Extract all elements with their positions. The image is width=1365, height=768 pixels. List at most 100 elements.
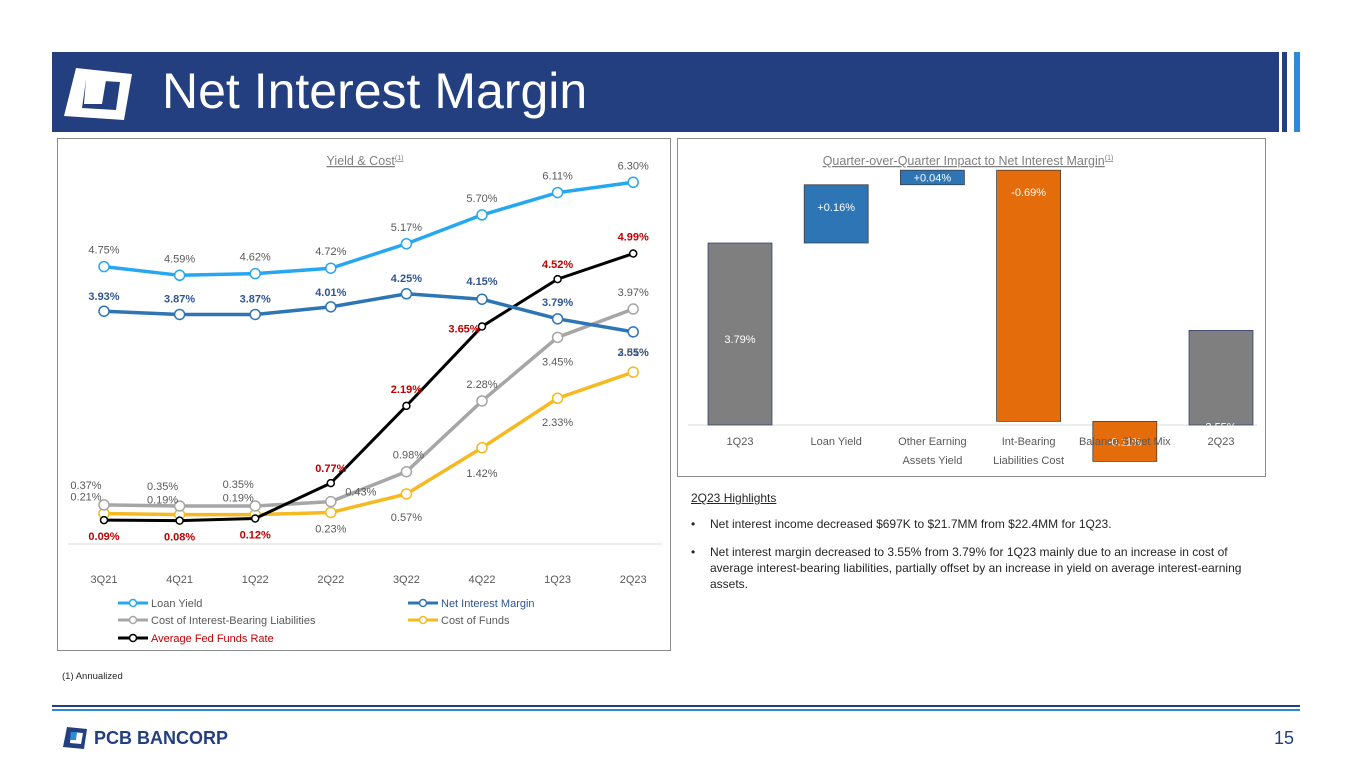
data-point (98, 305, 110, 317)
data-label: 2.19% (391, 384, 422, 396)
data-label: 6.30% (618, 160, 649, 172)
data-point (400, 465, 413, 478)
x-tick-label: 2Q22 (317, 574, 344, 586)
waterfall-bar (900, 169, 965, 186)
data-label: 3.87% (240, 293, 271, 305)
data-point (173, 500, 186, 512)
legend-label: Average Fed Funds Rate (151, 633, 274, 645)
data-label: -0.11% (1108, 436, 1142, 448)
data-point (551, 313, 564, 325)
data-label: 2.81% (618, 347, 649, 359)
data-point (173, 308, 186, 321)
data-label: 4.59% (164, 253, 195, 265)
chart-title: Yield & Cost(1) (327, 154, 404, 168)
x-tick-label: 1Q22 (242, 574, 269, 586)
data-label: 0.37% (70, 480, 101, 492)
header-stripe (1282, 52, 1287, 132)
nim-waterfall-chart: Quarter-over-Quarter Impact to Net Inter… (688, 154, 1257, 467)
data-label: +0.16% (817, 202, 855, 214)
header-bar (52, 52, 1279, 132)
x-tick-label: 1Q23 (727, 436, 754, 448)
data-label: 3.93% (88, 291, 119, 303)
data-label: +0.04% (914, 172, 952, 184)
data-point (477, 322, 487, 331)
data-label: 4.01% (315, 287, 346, 299)
data-label: 0.98% (393, 450, 424, 462)
data-label: 0.19% (223, 493, 254, 505)
highlight-item: • Net interest margin decreased to 3.55%… (691, 544, 1271, 592)
data-label: -0.69% (1011, 187, 1046, 199)
legend-marker (128, 615, 138, 625)
data-point (553, 274, 562, 284)
waterfall-bar (996, 169, 1061, 422)
legend-marker (418, 615, 428, 625)
data-point (476, 442, 488, 454)
data-label: 0.35% (147, 481, 178, 493)
data-label: 3.55% (618, 347, 649, 359)
data-point (627, 366, 639, 378)
data-point (627, 303, 639, 315)
x-tick-label: 3Q21 (91, 574, 118, 586)
x-tick-label: 3Q22 (393, 574, 420, 586)
data-label: 4.25% (391, 273, 422, 285)
data-label: 6.11% (542, 171, 573, 183)
data-label: 5.17% (391, 222, 422, 234)
data-point (99, 515, 109, 525)
x-tick-label: Other Earning (898, 436, 966, 448)
header-stripe-accent (1294, 52, 1300, 132)
data-label: 0.12% (240, 529, 271, 541)
page-number: 15 (1273, 728, 1294, 748)
data-label: 0.08% (164, 532, 195, 544)
data-label: 0.57% (391, 512, 422, 524)
x-tick-label: 4Q21 (166, 574, 193, 586)
waterfall-bar (803, 184, 869, 244)
nim-waterfall-chart-panel: Quarter-over-Quarter Impact to Net Inter… (677, 138, 1266, 477)
data-point (476, 395, 488, 407)
data-point (551, 392, 564, 404)
data-point (402, 401, 411, 411)
data-label: 0.23% (315, 523, 346, 535)
data-point (476, 293, 488, 305)
data-point (627, 176, 639, 189)
waterfall-bar (707, 242, 773, 426)
x-tick-label: Liabilities Cost (993, 455, 1064, 467)
footer-brand: PCB BANCORP (94, 728, 229, 748)
data-point (249, 500, 261, 512)
data-point (476, 209, 488, 221)
data-point (400, 288, 413, 300)
data-label: 3.65% (448, 323, 479, 335)
data-point (325, 301, 337, 313)
highlight-text: Net interest income decreased $697K to $… (710, 517, 1112, 531)
data-point (249, 308, 261, 321)
legend-label: Net Interest Margin (441, 598, 535, 610)
series-line-2 (103, 307, 634, 508)
series-line-1 (103, 292, 634, 334)
series-line-3 (103, 370, 634, 517)
data-label: 4.52% (542, 259, 573, 271)
data-label: 3.45% (542, 356, 573, 368)
data-label: 2.28% (466, 379, 497, 391)
highlight-item: • Net interest income decreased $697K to… (691, 516, 1271, 532)
waterfall-bar (1092, 420, 1158, 462)
x-tick-label: Loan Yield (811, 436, 862, 448)
highlight-text: Net interest margin decreased to 3.55% f… (710, 545, 1242, 591)
footer-divider-accent (52, 709, 1300, 711)
x-tick-label: Balance Sheet Mix (1079, 436, 1171, 448)
footnote: (1) Annualized (62, 671, 123, 682)
data-label: 3.97% (618, 287, 649, 299)
highlights-section: 2Q23 Highlights • Net interest income de… (691, 490, 1271, 604)
legend-marker (418, 598, 428, 608)
data-point (400, 488, 413, 500)
data-label: 4.75% (88, 245, 119, 257)
x-tick-label: 4Q22 (469, 574, 496, 586)
data-label: 0.19% (147, 495, 178, 507)
x-tick-label: Assets Yield (902, 455, 962, 467)
data-label: 3.87% (164, 293, 195, 305)
data-point (628, 249, 638, 258)
data-point (551, 331, 564, 344)
x-tick-label: 2Q23 (620, 574, 647, 586)
data-point (325, 262, 337, 274)
yield-cost-chart: Yield & Cost(1) 4.75% 4.59% 4.62% 4.72% 5.17%… (68, 154, 662, 645)
waterfall-bar (1188, 329, 1254, 426)
legend-label: Loan Yield (151, 598, 202, 610)
